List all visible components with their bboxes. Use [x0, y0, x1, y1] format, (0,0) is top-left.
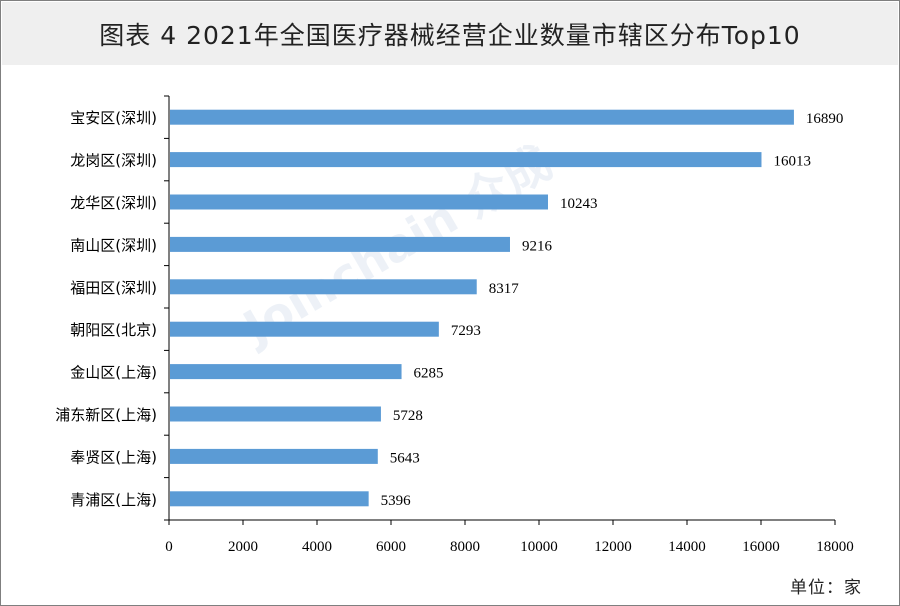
value-label: 7293 — [451, 323, 481, 339]
x-tick-label: 10000 — [520, 539, 558, 555]
value-label: 8317 — [489, 281, 520, 297]
category-label: 龙华区(深圳) — [70, 194, 157, 212]
category-label: 南山区(深圳) — [70, 236, 157, 254]
value-label: 5643 — [390, 450, 420, 466]
chart-title: 图表 4 2021年全国医疗器械经营企业数量市辖区分布Top10 — [99, 20, 801, 50]
bar — [170, 364, 402, 380]
bar — [170, 152, 762, 168]
bar — [170, 448, 378, 464]
bar — [170, 321, 439, 337]
bar — [170, 406, 381, 422]
value-label: 16013 — [773, 154, 811, 170]
value-label: 16890 — [806, 111, 844, 127]
category-label: 青浦区(上海) — [70, 491, 157, 509]
category-label: 宝安区(深圳) — [70, 109, 157, 127]
category-label: 浦东新区(上海) — [55, 406, 157, 424]
x-tick-label: 18000 — [816, 539, 854, 555]
bar — [170, 491, 369, 507]
value-label: 9216 — [522, 238, 553, 254]
bar — [170, 194, 548, 210]
value-label: 5396 — [381, 493, 412, 509]
x-tick-label: 6000 — [376, 539, 406, 555]
x-tick-label: 16000 — [742, 539, 780, 555]
category-label: 龙岗区(深圳) — [70, 152, 157, 170]
category-label: 奉贤区(上海) — [70, 448, 157, 466]
bar — [170, 236, 510, 252]
unit-label: 单位：家 — [790, 578, 862, 598]
value-label: 10243 — [560, 196, 598, 212]
bar — [170, 109, 794, 125]
value-label: 5728 — [393, 408, 423, 424]
category-label: 朝阳区(北京) — [70, 321, 157, 339]
x-tick-label: 12000 — [594, 539, 632, 555]
x-tick-label: 14000 — [668, 539, 706, 555]
value-label: 6285 — [414, 366, 444, 382]
x-tick-label: 8000 — [450, 539, 480, 555]
title-bar: 图表 4 2021年全国医疗器械经营企业数量市辖区分布Top10 — [2, 2, 898, 65]
category-label: 金山区(上海) — [70, 364, 157, 382]
x-tick-label: 4000 — [302, 539, 332, 555]
x-tick-label: 2000 — [228, 539, 258, 555]
category-label: 福田区(深圳) — [70, 279, 157, 297]
x-tick-label: 0 — [165, 539, 173, 555]
bar — [170, 279, 477, 295]
